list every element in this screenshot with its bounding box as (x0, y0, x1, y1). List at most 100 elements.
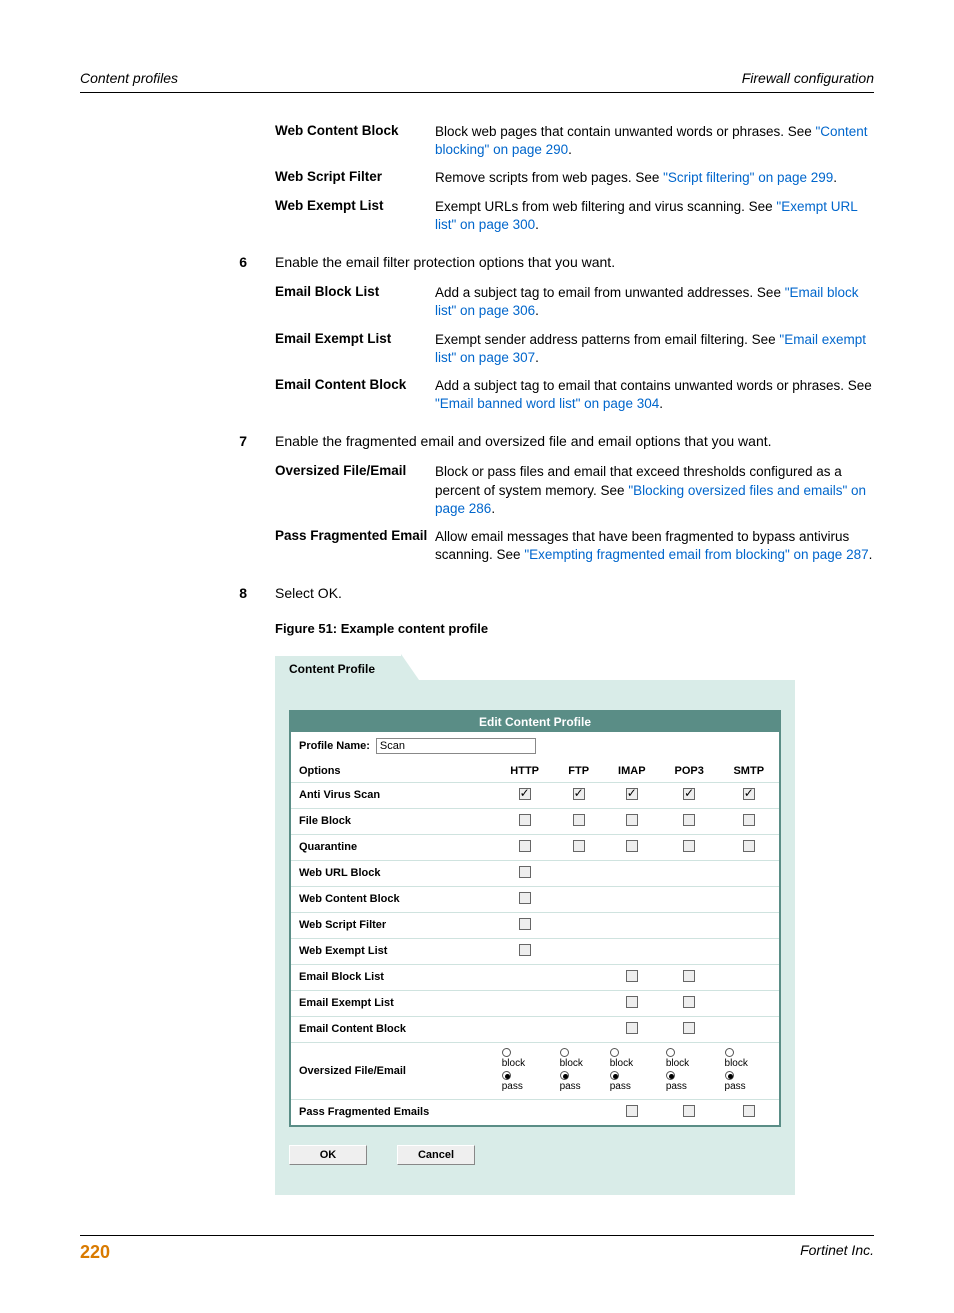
checkbox-icon[interactable] (626, 1022, 638, 1034)
row-label: Web Content Block (291, 886, 496, 912)
radio-block[interactable] (610, 1048, 619, 1057)
def-post: . (535, 303, 539, 318)
tab-content-profile[interactable]: Content Profile (275, 656, 401, 680)
checkbox-icon[interactable] (519, 918, 531, 930)
step-text: Select OK. (275, 585, 874, 601)
profile-name-input[interactable] (376, 738, 536, 754)
cell (604, 912, 660, 938)
page-header: Content profiles Firewall configuration (80, 70, 874, 93)
checkbox-icon[interactable] (573, 840, 585, 852)
checkbox-checked-icon[interactable] (743, 788, 755, 800)
cell (719, 834, 779, 860)
block-pass-radios: blockpass (610, 1048, 654, 1094)
cell (604, 860, 660, 886)
cell (496, 912, 554, 938)
step-num: 7 (220, 433, 275, 449)
cell: blockpass (496, 1042, 554, 1099)
checkbox-icon[interactable] (519, 814, 531, 826)
checkbox-icon[interactable] (683, 996, 695, 1008)
cell (496, 1016, 554, 1042)
row-label: Quarantine (291, 834, 496, 860)
checkbox-icon[interactable] (626, 840, 638, 852)
checkbox-icon[interactable] (683, 814, 695, 826)
radio-pass[interactable] (560, 1071, 569, 1080)
cell (496, 834, 554, 860)
checkbox-icon[interactable] (519, 892, 531, 904)
def-post: . (535, 217, 539, 232)
checkbox-icon[interactable] (626, 996, 638, 1008)
tab-slope (401, 654, 419, 680)
table-row: Quarantine (291, 834, 779, 860)
cancel-button[interactable]: Cancel (397, 1145, 475, 1165)
cell (719, 860, 779, 886)
checkbox-checked-icon[interactable] (519, 788, 531, 800)
cell (660, 860, 719, 886)
def-row: Web Content Block Block web pages that c… (275, 123, 874, 159)
radio-pass[interactable] (725, 1071, 734, 1080)
cell (604, 1099, 660, 1125)
block-pass-radios: blockpass (666, 1048, 713, 1094)
def-post: . (833, 170, 837, 185)
table-row: Web Content Block (291, 886, 779, 912)
def-text: Add a subject tag to email that contains… (435, 377, 874, 413)
def-link[interactable]: "Exempting fragmented email from blockin… (524, 547, 868, 562)
cell (554, 912, 604, 938)
def-pre: Block web pages that contain unwanted wo… (435, 124, 815, 139)
table-row: Email Exempt List (291, 990, 779, 1016)
defs-email: Email Block List Add a subject tag to ema… (275, 284, 874, 413)
checkbox-checked-icon[interactable] (573, 788, 585, 800)
checkbox-checked-icon[interactable] (626, 788, 638, 800)
step-6: 6 Enable the email filter protection opt… (80, 254, 874, 270)
table-row: Pass Fragmented Emails (291, 1099, 779, 1125)
cell (604, 990, 660, 1016)
cell (660, 938, 719, 964)
ok-button[interactable]: OK (289, 1145, 367, 1165)
def-term: Email Block List (275, 284, 435, 320)
checkbox-checked-icon[interactable] (683, 788, 695, 800)
radio-block[interactable] (502, 1048, 511, 1057)
checkbox-icon[interactable] (683, 970, 695, 982)
def-text: Block web pages that contain unwanted wo… (435, 123, 874, 159)
checkbox-icon[interactable] (743, 840, 755, 852)
cell (604, 782, 660, 808)
def-link[interactable]: "Script filtering" on page 299 (663, 170, 833, 185)
table-row: Email Content Block (291, 1016, 779, 1042)
radio-pass[interactable] (502, 1071, 511, 1080)
row-label: Oversized File/Email (291, 1042, 496, 1099)
radio-block[interactable] (725, 1048, 734, 1057)
defs-web: Web Content Block Block web pages that c… (275, 123, 874, 234)
checkbox-icon[interactable] (683, 1022, 695, 1034)
def-link[interactable]: "Email banned word list" on page 304 (435, 396, 659, 411)
checkbox-icon[interactable] (573, 814, 585, 826)
cell (496, 886, 554, 912)
defs-frag: Oversized File/EmailBlock or pass files … (275, 463, 874, 564)
checkbox-icon[interactable] (743, 1105, 755, 1117)
checkbox-icon[interactable] (519, 944, 531, 956)
row-label: Pass Fragmented Emails (291, 1099, 496, 1125)
radio-pass[interactable] (666, 1071, 675, 1080)
def-term: Web Script Filter (275, 169, 435, 187)
cell (719, 912, 779, 938)
checkbox-icon[interactable] (519, 866, 531, 878)
radio-block[interactable] (666, 1048, 675, 1057)
cell (496, 964, 554, 990)
col-ftp: FTP (554, 760, 604, 783)
checkbox-icon[interactable] (626, 1105, 638, 1117)
checkbox-icon[interactable] (683, 1105, 695, 1117)
cell (604, 886, 660, 912)
radio-block[interactable] (560, 1048, 569, 1057)
checkbox-icon[interactable] (626, 970, 638, 982)
radio-pass[interactable] (610, 1071, 619, 1080)
checkbox-icon[interactable] (743, 814, 755, 826)
cell: blockpass (554, 1042, 604, 1099)
table-row: Web URL Block (291, 860, 779, 886)
figure-51: Content Profile Edit Content Profile Pro… (275, 654, 795, 1195)
cell (496, 938, 554, 964)
checkbox-icon[interactable] (519, 840, 531, 852)
def-post: . (535, 350, 539, 365)
checkbox-icon[interactable] (683, 840, 695, 852)
profile-name-label: Profile Name: (299, 740, 370, 752)
cell (719, 1099, 779, 1125)
table-row: Web Exempt List (291, 938, 779, 964)
checkbox-icon[interactable] (626, 814, 638, 826)
